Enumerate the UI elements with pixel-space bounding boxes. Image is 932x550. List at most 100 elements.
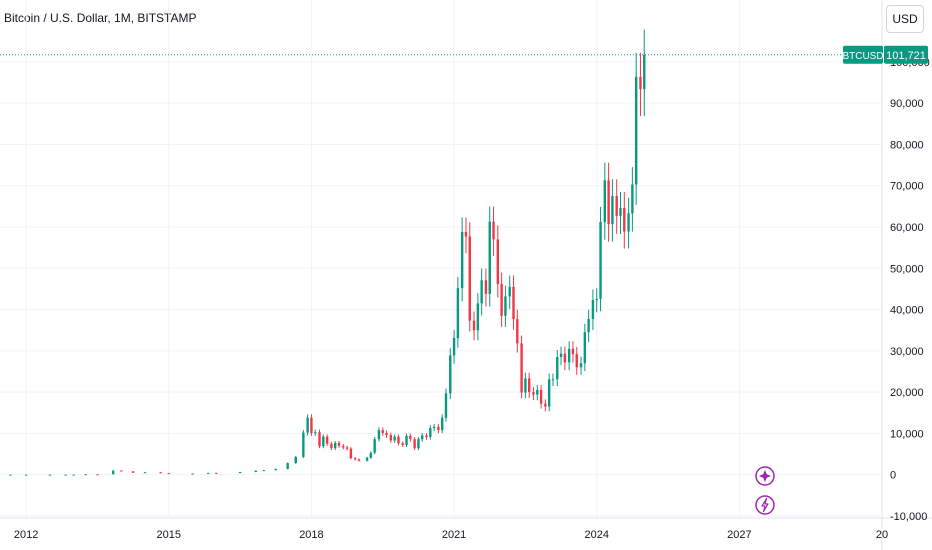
candle-body xyxy=(587,319,590,333)
x-tick-label: 20 xyxy=(876,529,888,541)
candle-body xyxy=(579,363,583,368)
candle-body xyxy=(302,432,305,457)
sparkle-icon-glyph xyxy=(759,470,771,482)
x-tick-label: 2012 xyxy=(14,529,38,541)
candle-body xyxy=(571,348,575,355)
x-tick-label: 2018 xyxy=(299,529,323,541)
candle-body xyxy=(294,456,297,464)
candle-body xyxy=(437,426,440,431)
candle-body xyxy=(353,458,357,460)
candle-body xyxy=(547,379,551,407)
candle-body xyxy=(413,439,416,449)
candle-body xyxy=(377,430,381,440)
symbol-tag xyxy=(843,45,883,64)
x-tick-label: 2015 xyxy=(157,529,181,541)
candle-body xyxy=(215,472,218,474)
candle-body xyxy=(325,436,329,444)
x-tick-label: 2021 xyxy=(442,529,466,541)
candle-body xyxy=(504,296,507,316)
y-tick-label: 70,000 xyxy=(890,181,924,193)
candle-body xyxy=(619,208,622,216)
candle-body xyxy=(492,221,495,240)
candle-body xyxy=(607,180,610,225)
candle-body xyxy=(520,343,523,393)
candle-body xyxy=(318,432,321,447)
candle-body xyxy=(274,468,277,471)
candle-body xyxy=(563,353,567,363)
candle-body xyxy=(349,448,353,459)
candle-body xyxy=(96,474,99,476)
price-tag xyxy=(884,45,928,64)
candle-body xyxy=(369,452,373,458)
candle-body xyxy=(611,196,614,225)
price-tag-label: 101,721 xyxy=(886,50,926,62)
candle-body xyxy=(342,445,345,448)
candle-body xyxy=(595,298,598,301)
candle-body xyxy=(631,184,634,214)
lightning-icon-ring xyxy=(755,495,775,515)
candles xyxy=(9,29,646,476)
candle-body xyxy=(603,180,606,223)
candle-body xyxy=(334,442,337,449)
candle-body xyxy=(508,286,511,297)
candle-body xyxy=(167,473,170,475)
candle-body xyxy=(456,288,460,339)
candle-body xyxy=(634,76,638,185)
price-axis[interactable]: -10,000 0 10,000 20,000 30,000 40,000 50,000 60… xyxy=(890,57,930,523)
candle-body xyxy=(310,417,313,433)
candle-body xyxy=(286,463,289,469)
candle-body xyxy=(500,283,503,316)
candle-body xyxy=(381,430,384,433)
candle-body xyxy=(460,231,464,289)
candle-body xyxy=(452,338,456,356)
candle-body xyxy=(484,280,488,294)
price-overlay: BTCUSD 101,721 xyxy=(0,45,928,515)
lightning-icon-glyph xyxy=(761,497,769,513)
candle-body xyxy=(516,319,519,344)
candle-body xyxy=(385,432,388,436)
candle-body xyxy=(306,417,309,433)
currency-button[interactable]: USD xyxy=(886,5,924,33)
candle-body xyxy=(449,355,452,394)
candle-body xyxy=(64,474,67,476)
x-tick-label: 2027 xyxy=(727,529,751,541)
y-tick-label: 0 xyxy=(890,470,896,482)
candle-body xyxy=(24,474,28,476)
candle-body xyxy=(84,474,87,476)
candle-body xyxy=(120,470,123,472)
candle-body xyxy=(532,392,535,395)
candle-body xyxy=(72,474,75,476)
y-tick-label: 90,000 xyxy=(890,98,924,110)
candle-body xyxy=(429,428,432,438)
candle-body xyxy=(528,378,531,393)
candle-body xyxy=(131,471,135,473)
candle-body xyxy=(337,442,341,446)
candle-body xyxy=(111,470,115,475)
candle-body xyxy=(48,474,52,476)
candle-body xyxy=(524,378,527,393)
candle-body xyxy=(615,196,618,216)
time-axis[interactable]: 2012 2015 2018 2021 2024 2027 20 xyxy=(14,529,888,541)
candle-body xyxy=(575,354,578,368)
candle-body xyxy=(425,435,428,438)
candle-body xyxy=(643,54,646,90)
y-tick-label: 10,000 xyxy=(890,428,924,440)
candle-body xyxy=(330,443,333,449)
candle-body xyxy=(440,417,444,431)
candle-body xyxy=(254,470,258,473)
lightning-icon[interactable] xyxy=(755,495,775,515)
candle-body xyxy=(365,457,369,461)
candle-body xyxy=(623,208,626,232)
candle-body xyxy=(345,447,349,449)
candle-body xyxy=(143,472,147,474)
candle-body xyxy=(409,435,412,440)
y-tick-label: -10,000 xyxy=(890,511,927,523)
sparkle-icon[interactable] xyxy=(755,466,775,486)
y-tick-label: 40,000 xyxy=(890,305,924,317)
candle-body xyxy=(559,353,563,358)
candle-body xyxy=(464,231,468,237)
candle-body xyxy=(191,473,194,475)
y-tick-label: 50,000 xyxy=(890,263,924,275)
candle-body xyxy=(357,459,361,461)
